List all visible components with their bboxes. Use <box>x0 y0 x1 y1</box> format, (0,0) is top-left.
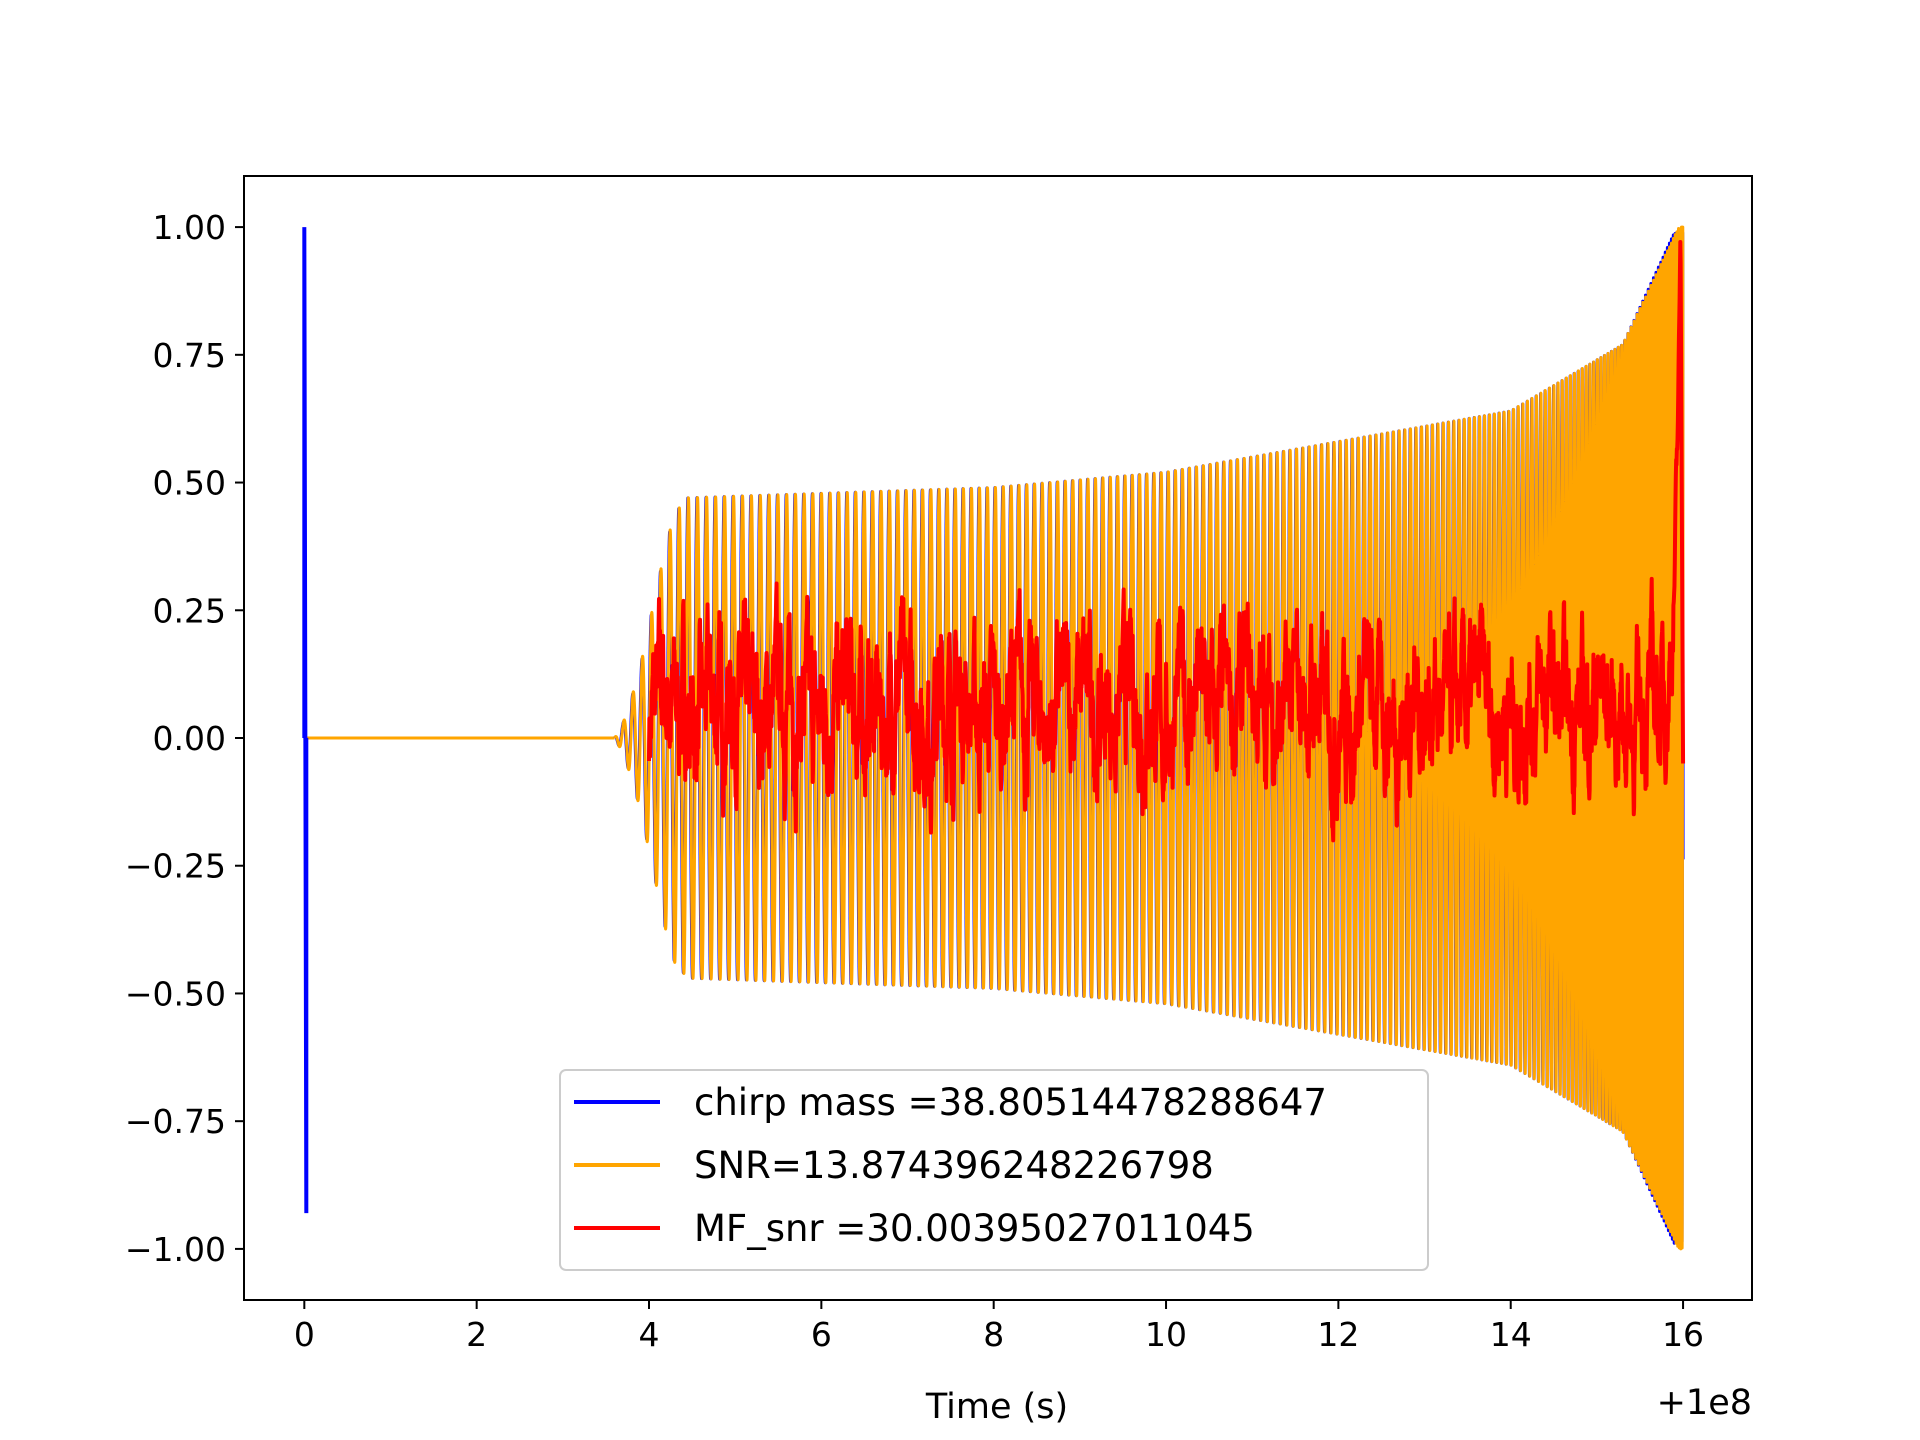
x-tick-label: 0 <box>294 1315 315 1354</box>
x-tick-label: 12 <box>1317 1315 1359 1354</box>
y-tick-label: 0.50 <box>153 464 226 503</box>
template-spike-line <box>302 227 309 1214</box>
legend-box <box>559 1069 1429 1271</box>
x-tick-label: 6 <box>811 1315 832 1354</box>
x-tick-label: 16 <box>1662 1315 1704 1354</box>
legend-entry-snr-label: SNR=13.874396248226798 <box>694 1144 1214 1187</box>
y-axis: 1.00 0.75 0.50 0.25 0.00 −0.25 −0.50 −0.75 −1.00 <box>125 208 244 1269</box>
x-tick-label: 4 <box>639 1315 660 1354</box>
x-axis-title: Time (s) <box>925 1387 1068 1427</box>
y-tick-label: 0.75 <box>153 336 226 375</box>
legend-entry-mf-snr-label: MF_snr =30.00395027011045 <box>694 1207 1255 1250</box>
legend-entry-chirp-mass-label: chirp mass =38.80514478288647 <box>694 1081 1327 1124</box>
y-tick-label: 0.25 <box>153 591 226 630</box>
x-tick-label: 2 <box>466 1315 487 1354</box>
y-tick-label: 1.00 <box>153 208 226 247</box>
plot-area <box>302 225 1686 1251</box>
x-tick-label: 14 <box>1490 1315 1532 1354</box>
x-offset-label: +1e8 <box>1657 1383 1752 1423</box>
legend: chirp mass =38.80514478288647 SNR=13.8743… <box>559 1069 1429 1271</box>
x-tick-label: 8 <box>983 1315 1004 1354</box>
y-tick-label: −0.25 <box>125 847 226 886</box>
y-tick-label: −0.75 <box>125 1102 226 1141</box>
x-tick-label: 10 <box>1145 1315 1187 1354</box>
mf-snr-series-line <box>647 240 1686 843</box>
y-tick-label: −1.00 <box>125 1230 226 1269</box>
x-axis: 0 2 4 6 8 10 12 14 16 <box>294 1300 1704 1354</box>
y-tick-label: −0.50 <box>125 974 226 1013</box>
y-tick-label: 0.00 <box>153 719 226 758</box>
